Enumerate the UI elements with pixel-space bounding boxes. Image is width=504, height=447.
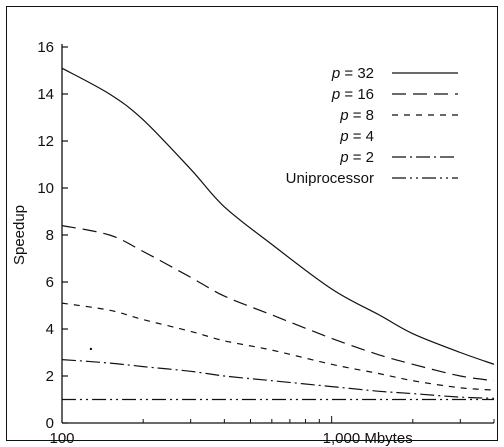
series-line-4 [61,359,495,399]
legend-label-0: p = 32 [331,65,374,82]
y-tick-label: 14 [37,86,54,103]
x-tick-label: 100 [49,430,74,447]
legend-label-4: p = 2 [339,149,374,166]
y-tick-label: 16 [37,39,54,56]
legend: p = 32 p = 16 p = 8 p = 4 p = 2 Uniprocessor [286,65,458,187]
legend-label-5: Uniprocessor [286,170,374,187]
plot-axes: 0 2 4 6 8 10 12 14 16 100 1,000 Mbytes [37,39,495,447]
y-tick-label: 6 [46,274,54,291]
y-tick-label: 10 [37,180,54,197]
x-tick-label: 1,000 Mbytes [323,430,413,447]
y-tick-label: 0 [46,415,54,432]
stray-mark [89,347,93,351]
series-layer [61,67,495,401]
legend-label-3: p = 4 [339,128,374,145]
y-tick-label: 12 [37,133,54,150]
y-tick-label: 4 [46,321,54,338]
series-line-1 [61,225,495,382]
chart-frame [6,6,498,441]
y-tick-label: 2 [46,368,54,385]
series-line-2 [61,302,495,391]
legend-label-1: p = 16 [331,86,374,103]
legend-label-2: p = 8 [339,107,374,124]
y-axis-label: Speedup [11,205,28,265]
y-tick-label: 8 [46,227,54,244]
series-line-0 [61,67,495,365]
